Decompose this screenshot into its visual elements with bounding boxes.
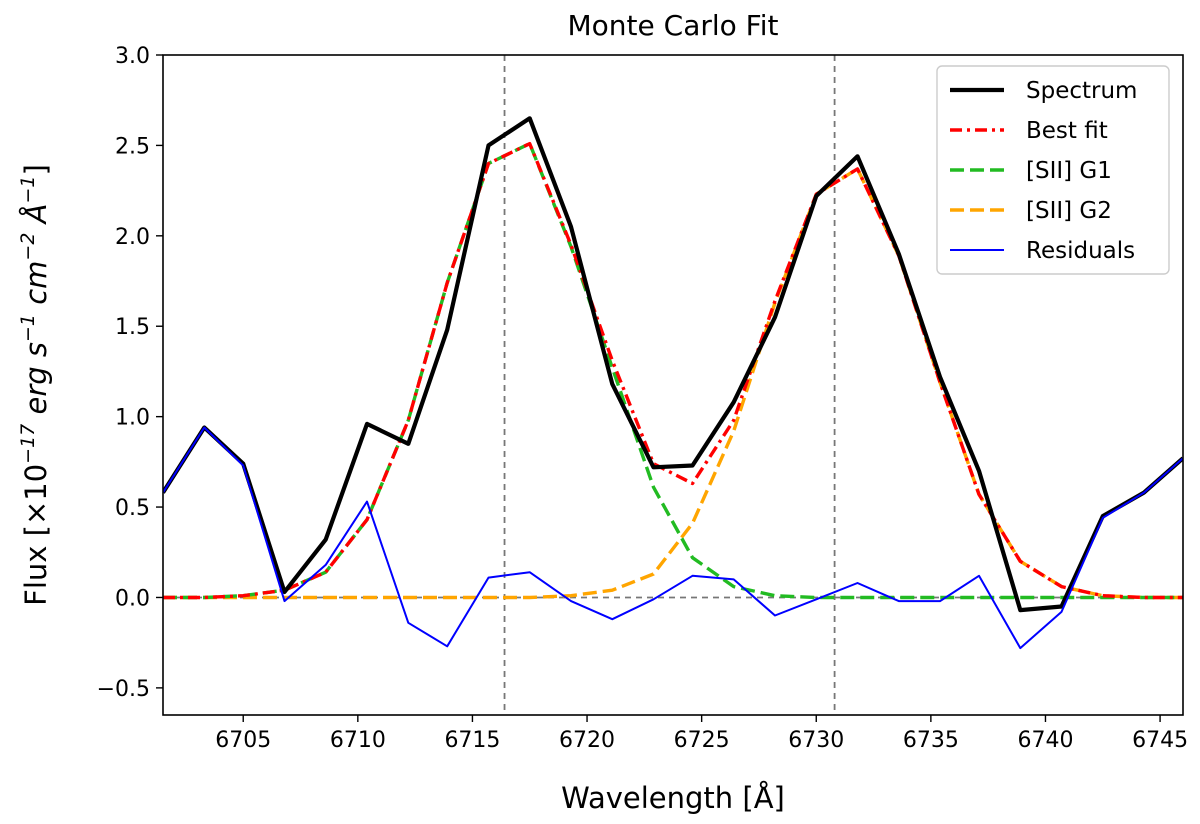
x-axis: 6705 6710 6715 6720 6725 6730 6735 6740 6745 xyxy=(215,715,1188,753)
y-axis-label-exp3: −2 xyxy=(17,233,39,261)
series-line-sii-g2 xyxy=(163,167,1183,600)
y-axis-label-exp2: −1 xyxy=(17,314,39,342)
plot-frame xyxy=(162,54,1184,716)
y-axis-label-exp1: −17 xyxy=(17,424,39,464)
x-tick-label: 6710 xyxy=(330,728,386,753)
legend-label-residuals: Residuals xyxy=(1026,238,1135,264)
legend-label-sii-g2: [SII] G2 xyxy=(1026,198,1112,224)
x-tick-label: 6730 xyxy=(788,728,844,753)
x-tick-label: 6705 xyxy=(215,728,271,753)
y-tick-label: 2.0 xyxy=(115,225,150,250)
x-tick-label: 6735 xyxy=(903,728,959,753)
y-tick-label: 0.0 xyxy=(115,586,150,611)
series-line-sii-g1 xyxy=(163,141,1183,600)
series-line-residuals xyxy=(163,426,1183,650)
series-line-spectrum xyxy=(163,116,1183,613)
y-tick-label: 2.5 xyxy=(115,134,150,159)
y-axis-label-suffix: ] xyxy=(19,164,53,175)
series-line-best-fit xyxy=(163,141,1183,600)
chart-title: Monte Carlo Fit xyxy=(568,9,779,42)
legend-label-best-fit: Best fit xyxy=(1026,118,1108,144)
y-axis-label-mid3: Å xyxy=(19,203,53,232)
y-axis-label-prefix: Flux [×10 xyxy=(19,464,53,606)
x-tick-label: 6740 xyxy=(1017,728,1073,753)
y-axis-label-mid2: cm xyxy=(19,261,53,314)
y-axis: −0.5 0.0 0.5 1.0 1.5 2.0 2.5 3.0 xyxy=(97,44,163,702)
legend: Spectrum Best fit [SII] G1 [SII] G2 Residual… xyxy=(936,65,1170,275)
y-tick-label: −0.5 xyxy=(97,677,150,702)
x-tick-label: 6745 xyxy=(1132,728,1188,753)
x-axis-label: Wavelength [Å] xyxy=(561,781,785,815)
x-tick-label: 6720 xyxy=(559,728,615,753)
y-tick-label: 1.5 xyxy=(115,315,150,340)
series-layer xyxy=(163,116,1183,650)
y-axis-label-mid: erg s xyxy=(19,342,53,424)
x-tick-label: 6725 xyxy=(674,728,730,753)
x-tick-label: 6715 xyxy=(444,728,500,753)
y-tick-label: 0.5 xyxy=(115,496,150,521)
y-axis-label-exp4: −1 xyxy=(17,175,39,203)
y-tick-label: 3.0 xyxy=(115,44,150,69)
legend-label-sii-g1: [SII] G1 xyxy=(1026,158,1112,184)
y-axis-label: Flux [×10−17 erg s−1 cm−2 Å−1] xyxy=(17,164,53,606)
y-tick-label: 1.0 xyxy=(115,406,150,431)
legend-label-spectrum: Spectrum xyxy=(1026,78,1137,104)
legend-box xyxy=(936,65,1170,275)
